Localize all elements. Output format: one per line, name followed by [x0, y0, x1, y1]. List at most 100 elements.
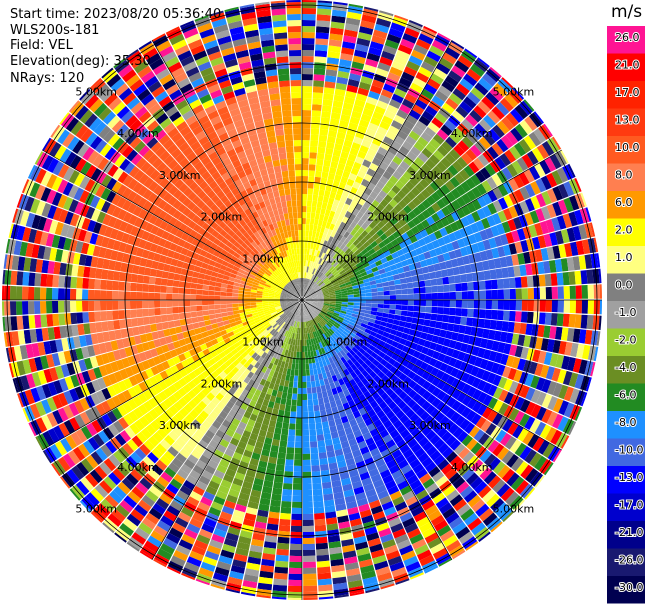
range-gate [304, 321, 307, 328]
range-gate [323, 332, 329, 339]
range-gate [365, 58, 379, 68]
range-gate [447, 164, 459, 176]
range-gate [413, 172, 424, 183]
range-gate [442, 355, 452, 365]
range-gate [269, 450, 278, 458]
range-gate [241, 455, 251, 464]
range-gate [477, 154, 490, 167]
range-gate [189, 550, 204, 562]
range-gate [379, 10, 394, 17]
range-gate [446, 191, 456, 203]
range-gate [325, 517, 338, 525]
range-gate [316, 20, 331, 28]
range-gate [507, 422, 519, 436]
range-gate [525, 401, 536, 416]
range-gate [350, 228, 358, 237]
range-gate [403, 385, 413, 395]
range-gate [307, 242, 311, 249]
range-gate [435, 220, 445, 230]
range-gate [335, 305, 342, 309]
range-gate [492, 187, 503, 200]
range-gate [332, 180, 340, 188]
range-gate [332, 149, 342, 157]
range-gate [384, 39, 400, 50]
range-gate [304, 302, 310, 307]
range-gate [439, 57, 454, 70]
range-gate [487, 397, 498, 410]
range-gate [309, 345, 313, 352]
range-gate [286, 343, 291, 351]
range-gate [448, 315, 456, 324]
range-gate [317, 391, 323, 399]
range-gate [304, 266, 308, 273]
range-gate [284, 380, 290, 387]
range-gate [316, 225, 322, 233]
range-gate [531, 262, 539, 275]
range-gate [562, 213, 573, 228]
range-gate [347, 78, 360, 88]
range-gate [554, 259, 563, 273]
range-gate [298, 309, 301, 316]
range-gate [284, 404, 291, 412]
range-gate [316, 428, 324, 436]
range-gate [342, 245, 349, 253]
range-gate [215, 522, 229, 533]
range-gate [307, 308, 312, 314]
range-gate [154, 285, 161, 293]
range-gate [509, 288, 516, 300]
range-gate [546, 246, 555, 260]
range-gate [483, 114, 496, 128]
range-gate [314, 213, 320, 220]
range-gate [221, 505, 234, 515]
range-gate [581, 300, 589, 314]
range-gate [465, 213, 476, 225]
range-gate [107, 270, 115, 281]
range-gate [397, 400, 407, 410]
range-gate [369, 499, 381, 509]
range-gate [361, 178, 370, 188]
range-gate [456, 208, 466, 219]
range-gate [368, 344, 376, 352]
velocity-rays [1, 0, 603, 601]
range-gate [243, 449, 253, 458]
range-gate [324, 298, 331, 300]
range-gate [546, 188, 558, 203]
range-gate [304, 292, 310, 298]
range-gate [329, 552, 343, 561]
range-gate [482, 239, 492, 251]
range-gate [335, 454, 345, 463]
range-gate [536, 144, 550, 159]
range-gate [388, 285, 396, 291]
range-gate [184, 306, 191, 313]
range-gate [461, 136, 474, 149]
range-gate [289, 332, 294, 339]
range-gate [416, 324, 424, 332]
range-gate [482, 150, 494, 163]
range-gate [314, 374, 319, 381]
range-gate [526, 311, 534, 324]
range-gate [326, 142, 335, 150]
range-gate [353, 360, 361, 369]
range-gate [312, 477, 322, 484]
range-gate [375, 458, 386, 468]
range-gate [347, 153, 357, 162]
range-gate [336, 385, 343, 394]
range-gate [208, 290, 215, 296]
range-gate [429, 249, 437, 258]
range-gate [394, 314, 401, 321]
range-gate [406, 257, 415, 265]
range-gate [232, 296, 239, 300]
range-gate [381, 501, 394, 511]
range-gate [323, 301, 330, 303]
range-gate [342, 402, 350, 410]
range-gate [410, 82, 424, 94]
range-gate [160, 278, 168, 286]
range-gate [343, 354, 350, 362]
range-gate [271, 439, 280, 447]
range-gate [347, 307, 354, 311]
range-gate [370, 473, 382, 483]
range-gate [160, 285, 167, 293]
range-gate [396, 343, 405, 351]
range-gate [326, 312, 333, 317]
range-gate [302, 50, 314, 57]
